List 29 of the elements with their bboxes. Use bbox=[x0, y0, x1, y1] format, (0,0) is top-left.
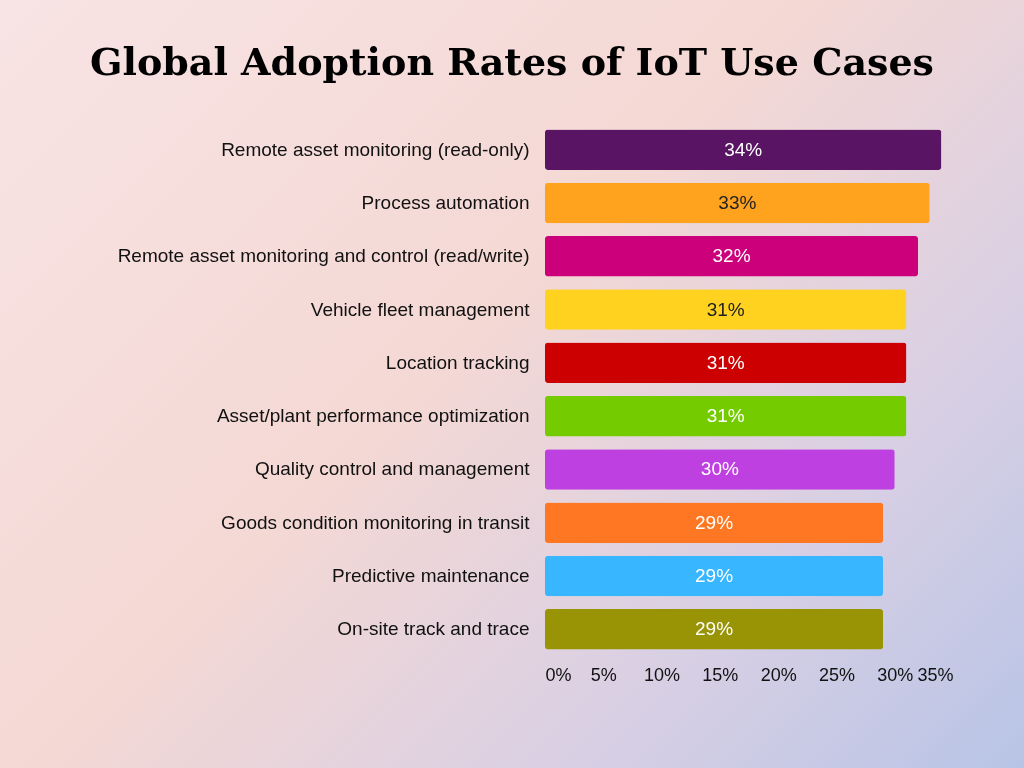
x-tick-label: 35% bbox=[917, 664, 954, 685]
y-tick-label: On-site track and trace bbox=[337, 618, 530, 640]
data-label: 31% bbox=[706, 405, 745, 427]
y-tick-label: Vehicle fleet management bbox=[310, 298, 531, 320]
data-label: 31% bbox=[706, 298, 745, 320]
data-label: 33% bbox=[718, 191, 757, 213]
x-tick-label: 0% bbox=[545, 664, 572, 685]
y-tick-label: Goods condition monitoring in transit bbox=[221, 511, 531, 533]
data-label: 32% bbox=[712, 245, 751, 267]
x-tick-label: 30% bbox=[877, 664, 914, 685]
x-tick-label: 25% bbox=[818, 664, 855, 685]
data-label: 29% bbox=[695, 565, 734, 587]
y-tick-label: Location tracking bbox=[385, 351, 530, 373]
data-label: 29% bbox=[695, 618, 734, 640]
y-tick-label: Quality control and management bbox=[254, 458, 531, 480]
data-label: 34% bbox=[724, 138, 763, 160]
chart-title: Global Adoption Rates of IoT Use Cases bbox=[90, 39, 934, 84]
y-tick-label: Process automation bbox=[361, 191, 530, 213]
x-tick-label: 10% bbox=[644, 664, 681, 685]
x-tick-label: 15% bbox=[702, 664, 739, 685]
y-tick-label: Predictive maintenance bbox=[332, 565, 530, 587]
y-tick-label: Remote asset monitoring (read-only) bbox=[221, 138, 530, 160]
y-tick-label: Asset/plant performance optimization bbox=[216, 405, 530, 427]
data-label: 29% bbox=[695, 511, 734, 533]
x-tick-label: 20% bbox=[760, 664, 797, 685]
data-label: 31% bbox=[706, 351, 745, 373]
y-tick-label: Remote asset monitoring and control (read/write) bbox=[117, 245, 530, 267]
x-tick-label: 5% bbox=[590, 664, 617, 685]
data-label: 30% bbox=[700, 458, 739, 480]
